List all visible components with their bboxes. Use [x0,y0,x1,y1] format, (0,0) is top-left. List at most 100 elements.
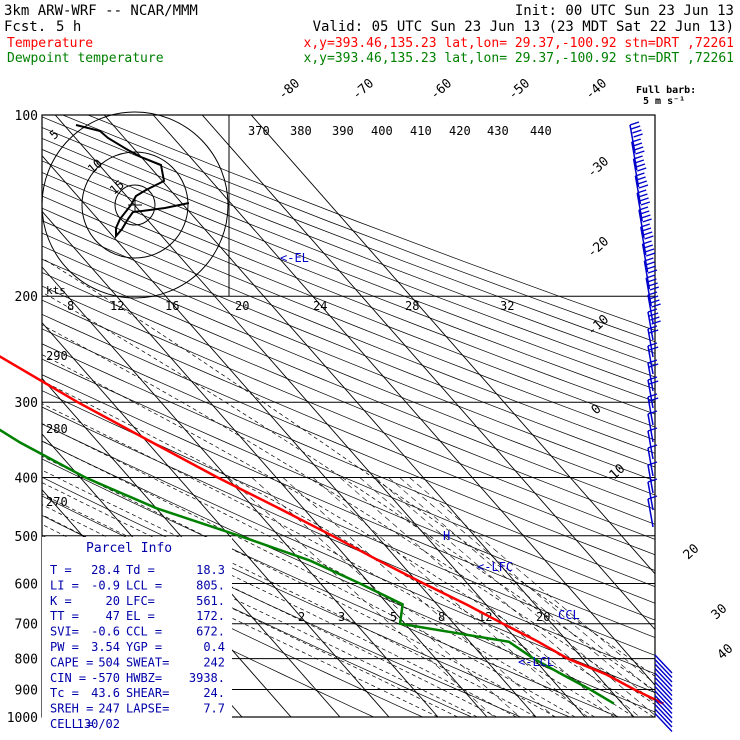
wind-barb-flag [647,444,658,449]
wind-barb [647,447,654,477]
parcel-info-cell: K = [50,594,72,608]
wind-barb-flag [647,342,658,347]
theta-e-label: 290 [46,349,68,363]
parcel-info-cell: CIN = [50,671,86,685]
parcel-info-cell: 3938. [189,671,225,685]
wind-barb-flag [647,359,658,364]
parcel-info-cell: SWEAT= [126,655,169,669]
moist-adiabat-line [42,469,537,717]
parcel-info-cell: 561. [196,594,225,608]
dry-adiabat-line [42,285,655,540]
parcel-info-cell: T = [50,563,72,577]
wind-barb [647,345,654,375]
pressure-tick-label: 900 [15,683,38,698]
dry-adiabat-line [42,313,655,571]
mixing-ratio-label: 32 [500,299,514,313]
full-barb-units: 5 m s⁻¹ [643,96,685,107]
pressure-tick-label: 500 [15,530,38,545]
wind-barb-flag [639,210,650,215]
wind-barb-flag [636,167,647,172]
wind-barb-flag [644,257,654,262]
wind-barb-flag [648,329,659,334]
wind-barb [632,158,640,188]
parcel-info-cell: CELL = [50,717,93,731]
init-time: Init: 00 UTC Sun 23 Jun 13 [515,3,734,19]
wind-barb-flag [650,316,660,321]
wind-barb [638,209,645,239]
wind-barb [654,677,673,696]
parcel-info-cell: 242 [203,655,225,669]
mixing-ratio-label: 2 [298,610,305,624]
dry-adiabat-line [42,458,619,717]
dry-adiabat-line [42,207,655,454]
wind-barb [654,686,673,705]
pressure-tick-label: 1000 [7,711,38,726]
theta-label: 420 [449,124,471,138]
parcel-info-cell: 7.7 [203,702,225,716]
dewpoint-legend-info: x,y=393.46,135.23 lat,lon= 29.37,-100.92… [304,51,734,66]
moist-adiabat-line [42,440,576,717]
wind-barb [654,659,673,678]
wind-barb-flag [641,214,651,219]
valid-time: Valid: 05 UTC Sun 23 Jun 13 (23 MDT Sat … [313,19,734,35]
wind-barb [654,681,673,701]
parcel-info-cell: HWBZ= [126,671,162,685]
theta-label: 410 [410,124,432,138]
moist-adiabat-line [42,423,595,717]
wind-barb [647,498,654,528]
wind-barb [654,654,673,674]
wind-barb [647,311,654,341]
wind-barb-flag [638,193,648,198]
parcel-info-cell: SVI= [50,625,79,639]
wind-barb-flag [647,393,658,398]
mixing-ratio-label: 8 [438,610,445,624]
isotherm-line [250,115,655,575]
wind-barb-flag [642,231,653,236]
wind-barb [647,413,654,443]
dry-adiabat-line [42,390,655,656]
temperature-profile-line [0,355,664,705]
theta-label: 430 [487,124,509,138]
dewpoint-profile-line [0,428,615,705]
wind-barb [636,192,643,222]
dry-adiabat-line [42,220,655,468]
wind-barb [647,481,654,511]
wind-barb-flag [647,410,658,415]
wind-barb-flag [648,295,659,300]
forecast-label: Fcst. [4,19,46,35]
full-barb-label: Full barb: [636,85,696,96]
wind-barb-flag [647,478,658,483]
wind-barb [629,124,636,154]
parcel-info-cell: 672. [196,625,225,639]
wind-barb-flag [649,286,660,291]
dewpoint-legend-name: Dewpoint temperature [7,51,164,66]
ccl-label: CCL [558,608,580,622]
mixing-ratio-label: 16 [165,299,179,313]
parcel-info-cell: SREH = [50,702,93,716]
parcel-info-cell: PW = [50,640,79,654]
wind-barb [654,713,673,732]
wind-barb [654,695,673,714]
wind-barb-flag [647,461,658,466]
wind-barb [645,277,652,307]
theta-label: 370 [248,124,270,138]
parcel-info-cell: 172. [196,609,225,623]
parcel-info-cell: EL = [126,609,155,623]
wind-barb-flag [646,265,657,270]
parcel-info-cell: 247 [98,702,120,716]
wind-barb-flag [645,274,656,279]
pressure-tick-label: 300 [15,396,38,411]
wind-barb-flag [640,223,651,228]
dry-adiabat-line [42,195,655,441]
el-label: <-EL [280,251,309,265]
wind-barb-flag [631,138,642,143]
lcl-label: <-LCL [518,655,554,669]
mixing-ratio-label: 24 [313,299,327,313]
theta-label: 380 [290,124,312,138]
pressure-tick-label: 800 [15,653,38,668]
wind-barbs [629,115,673,732]
wind-barb-flag [633,133,643,138]
wind-barb [654,690,673,710]
wind-barb [647,328,654,358]
wind-barb-flag [636,176,646,181]
